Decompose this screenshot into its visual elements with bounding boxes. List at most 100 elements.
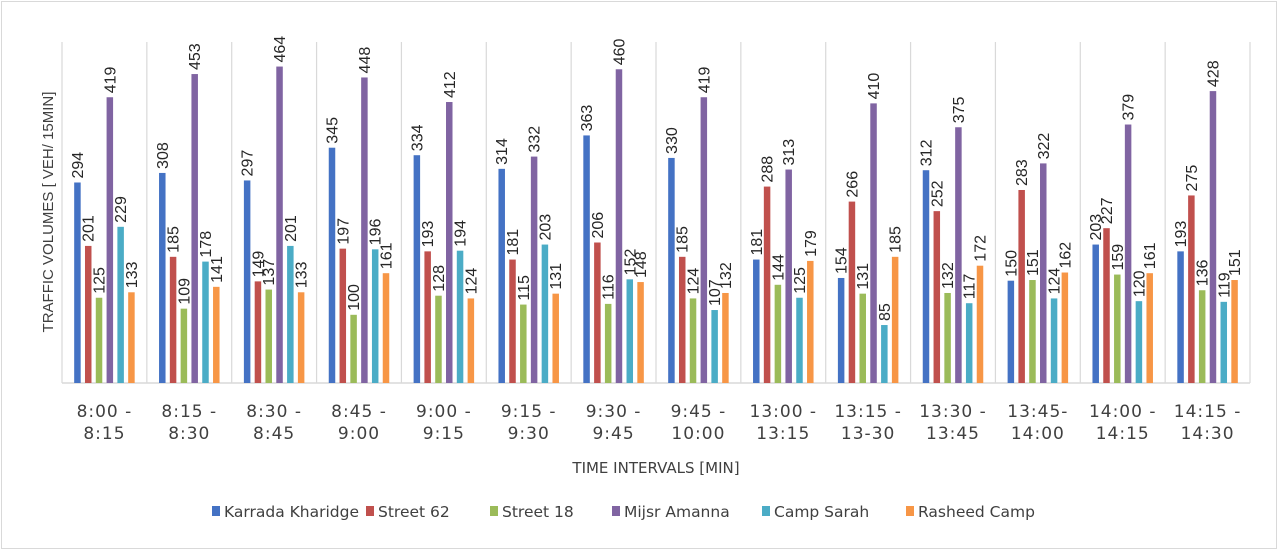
legend-swatch xyxy=(906,506,914,516)
bar-street-18 xyxy=(95,297,103,383)
data-label: 332 xyxy=(527,126,544,153)
data-label: 252 xyxy=(929,180,946,207)
bar-camp-sarah xyxy=(456,250,464,383)
data-label: 312 xyxy=(919,139,936,166)
legend-item: Street 62 xyxy=(366,503,450,521)
bar-street-62 xyxy=(678,256,686,383)
x-tick-label: 9:15 xyxy=(423,424,465,444)
bar-karrada-kharidge xyxy=(583,135,590,383)
legend-item: Rasheed Camp xyxy=(906,503,1035,521)
data-label: 152 xyxy=(622,249,639,276)
data-label: 131 xyxy=(855,263,872,290)
bar-rasheed-camp xyxy=(891,256,899,383)
bar-mijsr-amanna xyxy=(361,77,368,384)
data-label: 448 xyxy=(357,47,374,74)
x-tick-label: 13:30 - xyxy=(919,402,987,422)
x-tick-label: 8:00 - xyxy=(77,402,133,422)
data-label: 227 xyxy=(1099,197,1116,224)
data-label: 334 xyxy=(409,124,426,151)
bar-mijsr-amanna xyxy=(700,97,708,384)
data-label: 132 xyxy=(940,262,957,289)
bar-street-18 xyxy=(1029,280,1036,383)
bar-karrada-kharidge xyxy=(413,155,421,383)
data-label: 412 xyxy=(442,71,459,98)
x-tick-label: 9:00 xyxy=(338,424,380,444)
x-tick-label: 9:30 xyxy=(508,424,550,444)
data-label: 115 xyxy=(516,275,533,301)
data-label: 410 xyxy=(866,73,883,100)
bar-karrada-kharidge xyxy=(1177,251,1184,383)
data-label: 314 xyxy=(494,138,511,165)
bar-mijsr-amanna xyxy=(870,103,877,383)
data-label: 288 xyxy=(760,156,777,183)
legend-label: Mijsr Amanna xyxy=(624,503,730,521)
bar-camp-sarah xyxy=(287,245,294,383)
legend-item: Street 18 xyxy=(490,503,574,521)
data-label: 124 xyxy=(463,268,480,295)
data-label: 159 xyxy=(1110,244,1127,271)
x-tick-label: 9:15 - xyxy=(501,402,557,422)
bar-street-62 xyxy=(1188,195,1195,383)
data-label: 137 xyxy=(261,259,278,286)
data-label: 128 xyxy=(431,265,448,292)
bar-street-18 xyxy=(180,308,188,383)
x-tick-label: 8:30 xyxy=(168,424,210,444)
data-label: 197 xyxy=(335,218,352,245)
bar-camp-sarah xyxy=(965,303,973,383)
x-tick-label: 13:15 - xyxy=(834,402,902,422)
bar-street-62 xyxy=(848,201,856,383)
data-label: 161 xyxy=(1142,242,1159,269)
data-label: 419 xyxy=(102,66,119,93)
data-label: 297 xyxy=(240,150,257,177)
x-tick-label: 10:00 xyxy=(671,424,725,444)
bar-karrada-kharidge xyxy=(498,168,505,383)
x-tick-label: 8:30 - xyxy=(246,402,302,422)
data-label: 109 xyxy=(176,278,193,305)
x-tick-label: 14:00 xyxy=(1011,424,1065,444)
data-label: 125 xyxy=(92,267,109,294)
x-tick-label: 9:30 - xyxy=(586,402,642,422)
data-label: 133 xyxy=(124,261,141,288)
data-label: 229 xyxy=(113,196,130,223)
data-label: 133 xyxy=(294,261,311,288)
data-label: 206 xyxy=(590,212,607,239)
bar-street-62 xyxy=(169,256,177,383)
y-axis-title: TRAFFIC VOLUMES [ VEH/ 15MIN] xyxy=(40,92,57,333)
data-label: 124 xyxy=(686,268,703,295)
data-label: 172 xyxy=(973,235,990,262)
data-label: 181 xyxy=(749,229,766,256)
data-label: 124 xyxy=(1047,268,1064,295)
data-label: 379 xyxy=(1121,94,1138,121)
legend-label: Street 18 xyxy=(502,503,574,521)
legend-swatch xyxy=(366,506,374,516)
x-tick-label: 13:45 xyxy=(926,424,980,444)
x-tick-label: 13-30 xyxy=(841,424,895,444)
bar-mijsr-amanna xyxy=(615,69,623,383)
bar-camp-sarah xyxy=(117,226,124,383)
data-label: 194 xyxy=(453,220,470,247)
bar-street-18 xyxy=(1198,290,1206,383)
x-tick-label: 14:15 xyxy=(1096,424,1150,444)
x-tick-label: 9:00 - xyxy=(416,402,472,422)
bar-street-62 xyxy=(1018,189,1025,383)
data-label: 136 xyxy=(1195,259,1212,286)
bar-rasheed-camp xyxy=(1146,273,1153,383)
data-label: 460 xyxy=(611,38,628,65)
data-label: 193 xyxy=(420,221,437,248)
x-tick-label: 8:15 xyxy=(83,424,125,444)
bar-street-18 xyxy=(265,289,272,383)
legend-swatch xyxy=(762,506,770,516)
bar-camp-sarah xyxy=(881,325,888,383)
bar-street-62 xyxy=(763,186,771,383)
bar-rasheed-camp xyxy=(722,292,729,383)
data-label: 203 xyxy=(1088,214,1105,241)
bar-street-18 xyxy=(859,293,866,383)
bar-mijsr-amanna xyxy=(955,127,962,383)
bar-street-62 xyxy=(509,259,516,383)
data-label: 185 xyxy=(888,226,905,253)
data-label: 185 xyxy=(166,226,183,253)
bar-mijsr-amanna xyxy=(276,66,283,384)
data-label: 363 xyxy=(579,105,596,132)
